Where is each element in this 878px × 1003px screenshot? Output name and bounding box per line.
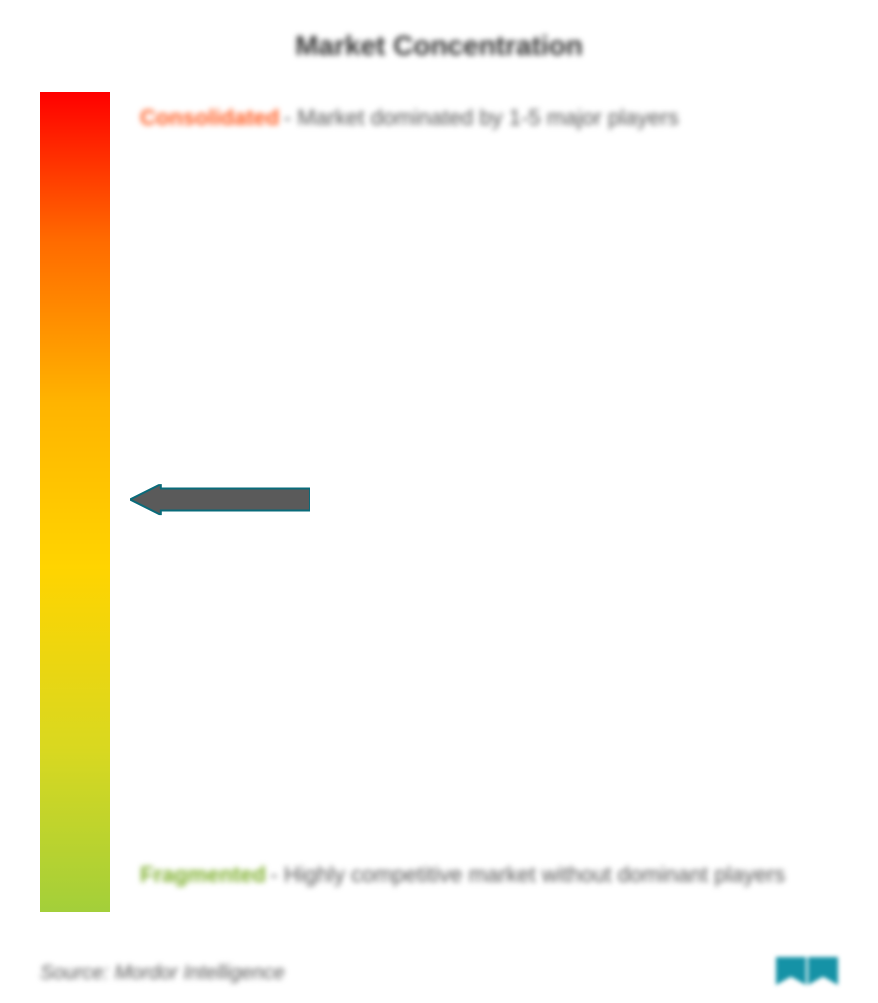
arrow-left-icon: [130, 484, 310, 515]
fragmented-block: Fragmented - Highly competitive market w…: [140, 849, 818, 902]
consolidated-description: - Market dominated by 1-5 major players: [284, 105, 679, 130]
consolidated-label: Consolidated: [140, 105, 279, 130]
position-arrow: [130, 484, 310, 520]
brand-logo-icon: [776, 957, 838, 985]
text-column: Consolidated - Market dominated by 1-5 m…: [140, 92, 838, 912]
fragmented-description: - Highly competitive market without domi…: [270, 862, 785, 887]
chart-title: Market Concentration: [40, 30, 838, 62]
concentration-gradient-bar: [40, 92, 110, 912]
content-row: Consolidated - Market dominated by 1-5 m…: [40, 92, 838, 912]
fragmented-label: Fragmented: [140, 862, 266, 887]
consolidated-block: Consolidated - Market dominated by 1-5 m…: [140, 92, 818, 145]
source-attribution: Source: Mordor Intelligence: [40, 962, 285, 985]
footer: Source: Mordor Intelligence: [40, 957, 838, 985]
